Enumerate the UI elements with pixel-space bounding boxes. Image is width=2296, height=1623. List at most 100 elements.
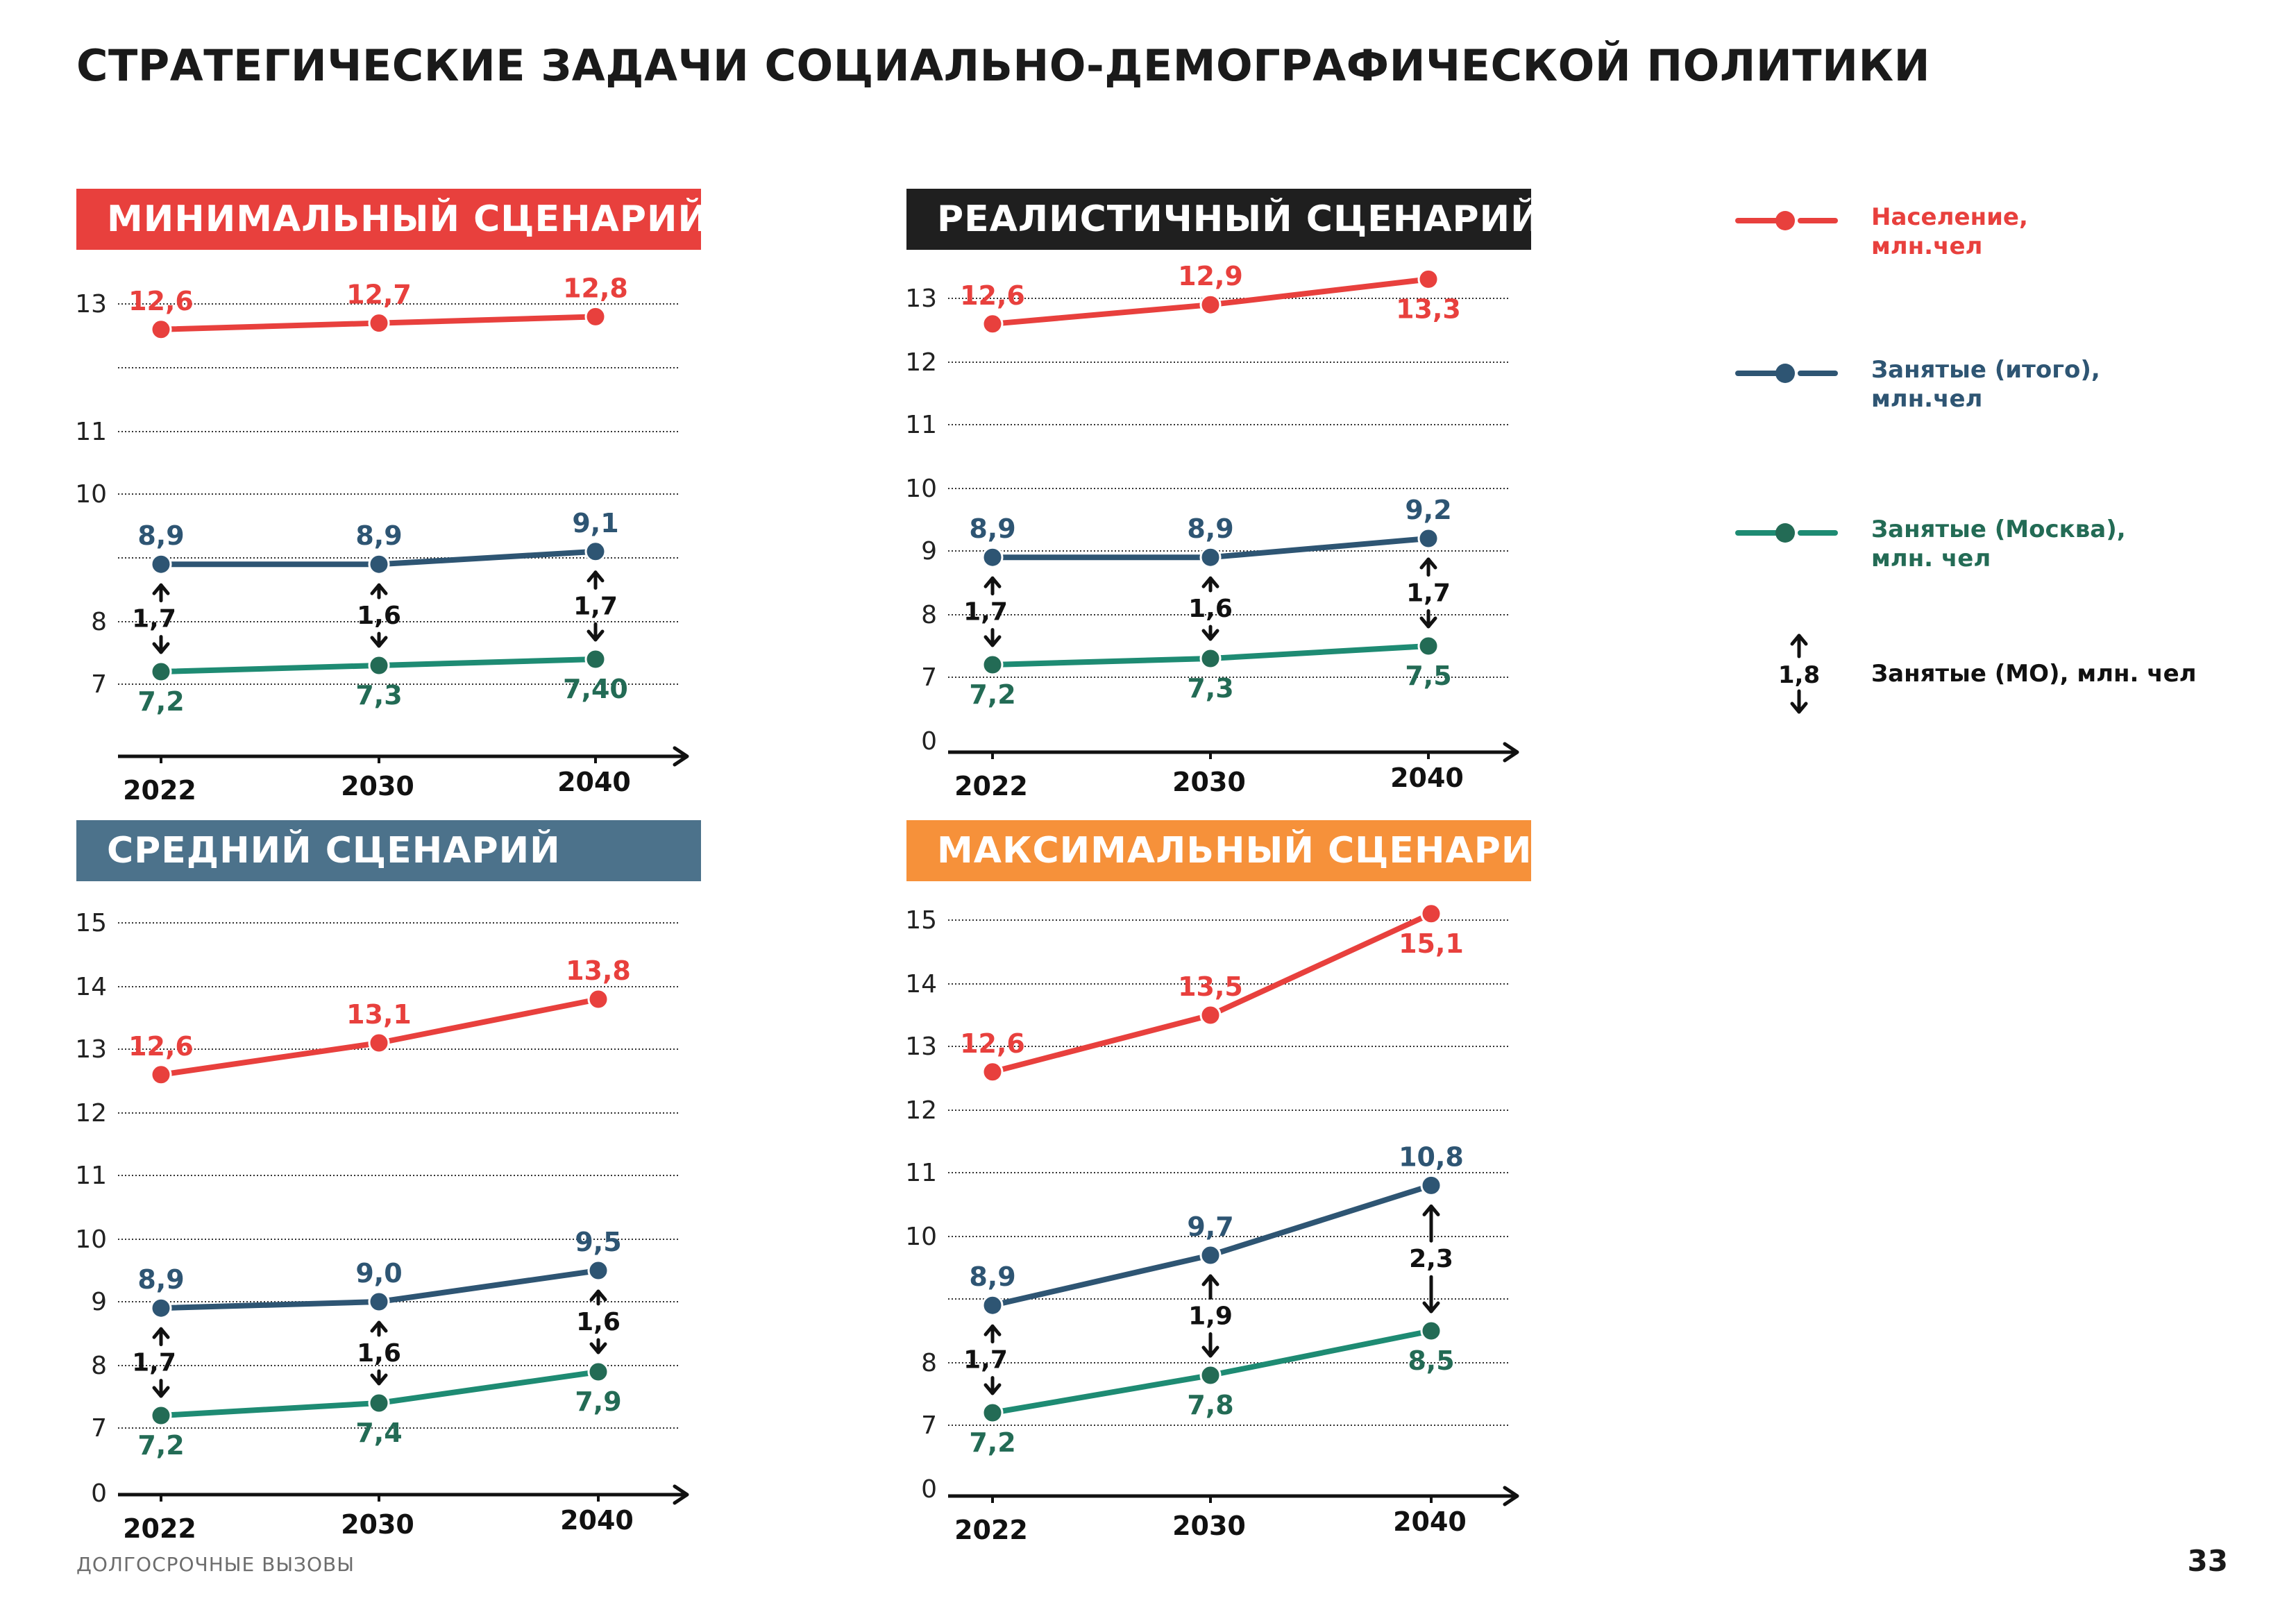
x-tick-label: 2040 [1393,1506,1467,1537]
mo-double-arrow-icon [589,1289,607,1354]
data-point [368,1032,390,1054]
chart-panel-realistic: РЕАЛИСТИЧНЫЙ СЦЕНАРИЙ 13 12 11 10 9 8 7 0 2022 20… [905,189,1559,801]
data-point [1417,268,1440,290]
y-tick-label: 8 [921,1349,937,1377]
mo-value-label: 1,7 [132,605,176,634]
data-label: 12,6 [960,280,1025,311]
y-tick-label: 10 [75,1225,107,1254]
data-label: 12,6 [128,1031,194,1062]
data-point [150,553,172,575]
data-label: 9,5 [575,1227,621,1257]
data-point [981,1294,1004,1316]
data-label: 7,2 [137,686,184,717]
data-label: 8,9 [137,1264,184,1295]
data-point [150,1297,172,1319]
mo-value-label: 1,6 [576,1308,621,1336]
legend-marker [1775,364,1795,383]
y-tick-label: 7 [91,1414,107,1443]
legend-swatch-employed-total [1735,364,1838,383]
legend-swatch-employed-moscow [1735,523,1838,543]
banner-realistic-scenario: РЕАЛИСТИЧНЫЙ СЦЕНАРИЙ [906,189,1541,250]
data-label: 12,9 [1178,261,1243,291]
data-point [1420,1174,1442,1196]
legend-swatch-employed-mo: 1,8 [1778,634,1820,714]
data-point [587,988,609,1010]
y-tick-label: 11 [905,411,937,439]
data-point [1199,1004,1222,1026]
chart-minimal: 13 11 10 8 7 2022 2030 2040 1,7 1,6 1,7 12,6 12,7 12,… [75,273,689,806]
mo-double-arrow-icon [586,570,605,642]
chart-medium: 15 14 13 12 11 10 9 8 7 0 2022 2030 2040 1,7 1,6 1,6 12,… [75,909,689,1544]
data-label: 12,6 [128,286,194,316]
data-point [1417,527,1440,550]
data-point [368,312,390,334]
data-point [1420,903,1442,925]
y-tick-label: 11 [75,418,107,446]
y-tick-label: 0 [91,1479,107,1508]
mo-double-arrow-icon [1422,1204,1440,1314]
data-point [1417,635,1440,657]
y-tick-label: 8 [91,1352,107,1380]
data-point [981,1061,1004,1083]
y-tick-label: 12 [905,1096,937,1125]
mo-double-arrow-icon [1201,576,1219,641]
mo-value-label: 1,7 [1406,579,1451,608]
data-point [584,541,607,563]
x-tick-label: 2030 [1172,1511,1246,1541]
mo-value-label: 1,6 [357,1339,401,1368]
page-number: 33 [2187,1544,2228,1578]
mo-double-arrow-icon [370,1320,388,1386]
legend-item-population: Население, млн.чел [1735,203,2263,286]
y-tick-label: 12 [905,348,937,377]
legend-label-employed-total: Занятые (итого), млн.чел [1871,356,2100,413]
data-point [150,1064,172,1086]
x-tick-label: 2040 [560,1505,634,1536]
data-label: 10,8 [1399,1141,1464,1172]
y-tick-label: 7 [921,1411,937,1440]
chart-realistic: 13 12 11 10 9 8 7 0 2022 2030 2040 1,7 1,6 1,7 12,6 12,… [905,261,1519,801]
data-point [587,1259,609,1282]
legend-label-employed-moscow: Занятые (Москва), млн. чел [1871,516,2126,572]
legend-item-employed-moscow: Занятые (Москва), млн. чел [1735,515,2263,598]
data-label: 8,5 [1408,1345,1454,1376]
data-point [368,1291,390,1313]
banner-minimal-scenario: МИНИМАЛЬНЫЙ СЦЕНАРИЙ [76,189,708,250]
data-point [584,648,607,670]
page-title: СТРАТЕГИЧЕСКИЕ ЗАДАЧИ СОЦИАЛЬНО-ДЕМОГРАФ… [76,40,1931,91]
legend-line-segment [1798,371,1838,376]
legend-label-population: Население, млн.чел [1871,203,2028,260]
y-tick-label: 10 [75,480,107,509]
y-tick-label: 9 [91,1288,107,1316]
data-label: 7,40 [563,674,628,704]
data-label: 7,8 [1187,1390,1233,1420]
data-label: 13,3 [1396,294,1461,324]
data-point [150,661,172,683]
x-tick-label: 2030 [1172,767,1246,797]
y-tick-label: 7 [921,663,937,692]
chart-panel-maximal: МАКСИМАЛЬНЫЙ СЦЕНАРИЙ 15 14 13 12 11 10 8 7 0 202… [905,820,1562,1545]
legend-marker [1775,211,1795,230]
data-label: 9,0 [355,1258,402,1289]
data-label: 15,1 [1399,928,1464,959]
y-tick-label: 10 [905,475,937,503]
data-point [1199,647,1222,670]
y-tick-label: 13 [905,284,937,313]
data-label: 7,3 [1187,673,1233,704]
mo-double-arrow-icon [370,583,388,648]
y-tick-label: 10 [905,1223,937,1251]
y-tick-label: 8 [91,608,107,636]
x-tick-label: 2022 [123,775,196,806]
y-tick-label: 0 [921,727,937,756]
data-label: 7,2 [969,1427,1015,1458]
mo-value-label: 1,6 [1188,595,1233,623]
chart-maximal: 15 14 13 12 11 10 8 7 0 2022 2030 2040 1,7 1,9 2,3 12,6… [905,903,1519,1545]
y-tick-label: 0 [921,1475,937,1504]
y-tick-label: 15 [905,906,937,935]
data-label: 12,7 [346,280,412,310]
legend-label-employed-mo: Занятые (МО), млн. чел [1871,660,2197,688]
data-label: 7,5 [1405,661,1451,691]
data-point [368,654,390,677]
data-point [1199,546,1222,568]
legend-swatch-population [1735,211,1838,230]
data-point [981,1402,1004,1424]
